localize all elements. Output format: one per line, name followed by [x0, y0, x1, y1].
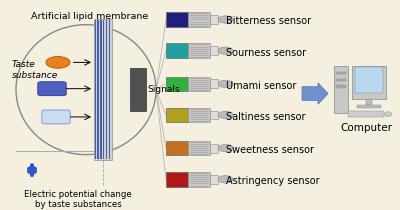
Bar: [210, 111, 218, 119]
Bar: [357, 105, 381, 108]
Text: Sourness sensor: Sourness sensor: [226, 48, 306, 58]
Text: Astringency sensor: Astringency sensor: [226, 176, 320, 186]
Text: Electric potential change
by taste substances: Electric potential change by taste subst…: [24, 190, 132, 209]
Bar: [166, 12, 188, 27]
Bar: [188, 141, 210, 155]
Bar: [188, 172, 210, 187]
Bar: [210, 46, 218, 55]
FancyBboxPatch shape: [38, 82, 66, 96]
Bar: [166, 76, 188, 91]
Bar: [188, 108, 210, 122]
Text: Umami sensor: Umami sensor: [226, 81, 296, 91]
Bar: [210, 15, 218, 24]
Bar: [130, 68, 146, 111]
FancyArrow shape: [302, 83, 328, 104]
Text: Sweetness sensor: Sweetness sensor: [226, 145, 314, 155]
Bar: [106, 20, 107, 159]
Text: Bitterness sensor: Bitterness sensor: [226, 16, 311, 26]
Bar: [334, 66, 348, 113]
Bar: [104, 20, 105, 159]
Circle shape: [46, 56, 70, 68]
Bar: [188, 76, 210, 91]
Bar: [188, 43, 210, 58]
Bar: [336, 79, 346, 81]
Text: Artificial lipid membrane: Artificial lipid membrane: [31, 12, 149, 21]
Circle shape: [218, 16, 233, 23]
Text: Taste
substance: Taste substance: [12, 60, 58, 80]
Bar: [166, 141, 188, 155]
Bar: [336, 85, 346, 88]
Bar: [355, 67, 383, 93]
Bar: [336, 72, 346, 74]
Bar: [103, 20, 104, 159]
Circle shape: [218, 176, 233, 183]
Bar: [210, 175, 218, 184]
Bar: [94, 20, 112, 160]
Circle shape: [218, 111, 233, 119]
Text: Signals: Signals: [148, 85, 180, 94]
Bar: [352, 66, 386, 99]
Bar: [97, 20, 98, 159]
Circle shape: [218, 144, 233, 152]
Circle shape: [218, 80, 233, 88]
Bar: [166, 172, 188, 187]
Bar: [109, 20, 110, 159]
Bar: [366, 99, 372, 105]
Bar: [98, 20, 99, 159]
Ellipse shape: [384, 112, 392, 117]
Bar: [95, 20, 96, 159]
Bar: [210, 144, 218, 152]
FancyBboxPatch shape: [42, 110, 70, 124]
Bar: [166, 43, 188, 58]
Bar: [210, 79, 218, 88]
Circle shape: [218, 47, 233, 54]
Bar: [100, 20, 101, 159]
Bar: [188, 12, 210, 27]
Bar: [348, 112, 384, 117]
Text: Saltiness sensor: Saltiness sensor: [226, 112, 306, 122]
Bar: [166, 108, 188, 122]
Text: Computer: Computer: [340, 123, 392, 133]
